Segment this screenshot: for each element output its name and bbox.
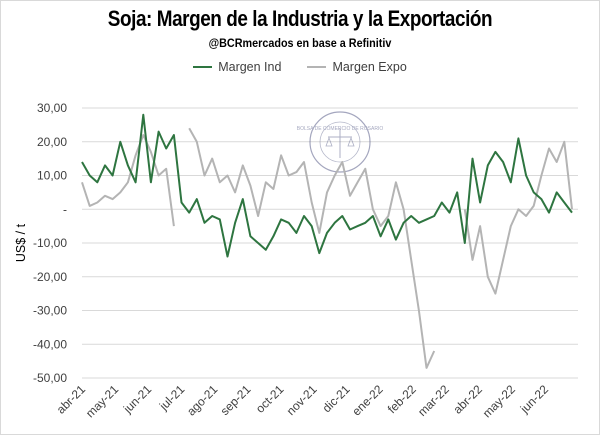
x-tick-label: dic-21 bbox=[320, 382, 353, 415]
x-tick-label: mar-22 bbox=[415, 382, 452, 419]
x-tick-label: oct-21 bbox=[253, 382, 287, 416]
gridlines bbox=[82, 107, 578, 379]
chart-title: Soja: Margen de la Industria y la Export… bbox=[107, 6, 493, 31]
x-tick-label: nov-21 bbox=[284, 382, 320, 418]
y-tick-label: 20,00 bbox=[37, 135, 67, 149]
x-tick-label: jul-21 bbox=[156, 382, 188, 414]
y-tick-label: 30,00 bbox=[37, 101, 67, 115]
x-tick-label: jun-21 bbox=[120, 382, 154, 416]
series-line-margen-expo bbox=[81, 127, 573, 369]
legend: Margen Ind Margen Expo bbox=[0, 60, 600, 74]
legend-swatch-margen-expo bbox=[307, 66, 327, 68]
x-tick-label: feb-22 bbox=[385, 382, 419, 416]
x-tick-label: ago-21 bbox=[184, 382, 221, 419]
y-tick-label: -40,00 bbox=[33, 337, 67, 351]
x-tick-label: may-22 bbox=[480, 382, 518, 420]
x-tick-label: sep-21 bbox=[218, 382, 254, 418]
y-tick-label: -30,00 bbox=[33, 304, 67, 318]
y-tick-label: -10,00 bbox=[33, 236, 67, 250]
legend-item-margen-ind[interactable]: Margen Ind bbox=[193, 60, 281, 74]
seal-inner-ring bbox=[319, 121, 361, 163]
legend-label-margen-ind: Margen Ind bbox=[218, 60, 282, 74]
watermark-seal: BOLSA DE COMERCIO DE ROSARIO bbox=[297, 111, 383, 173]
legend-item-margen-expo[interactable]: Margen Expo bbox=[307, 60, 407, 74]
chart-subtitle: @BCRmercados en base a Refinitiv bbox=[208, 36, 392, 50]
series-lines bbox=[81, 113, 573, 369]
y-tick-label: 10,00 bbox=[37, 169, 67, 183]
y-tick-label: - bbox=[63, 202, 67, 216]
y-tick-label: -50,00 bbox=[33, 371, 67, 385]
x-tick-label: ene-22 bbox=[349, 382, 386, 419]
y-axis-label: US$ / t bbox=[14, 223, 28, 262]
y-tick-label: -20,00 bbox=[33, 270, 67, 284]
series-line-margen-ind bbox=[81, 113, 573, 258]
legend-label-margen-expo: Margen Expo bbox=[332, 60, 407, 74]
x-tick-label: may-21 bbox=[83, 382, 121, 420]
seal-outer-ring bbox=[309, 111, 371, 173]
seal-scale-pans bbox=[325, 136, 355, 147]
legend-swatch-margen-ind bbox=[193, 66, 213, 68]
x-tick-label: jun-22 bbox=[517, 382, 551, 416]
y-axis-ticks: 30,00 20,00 10,00 - -10,00 -20,00 -30,00 -40,00… bbox=[33, 101, 67, 385]
